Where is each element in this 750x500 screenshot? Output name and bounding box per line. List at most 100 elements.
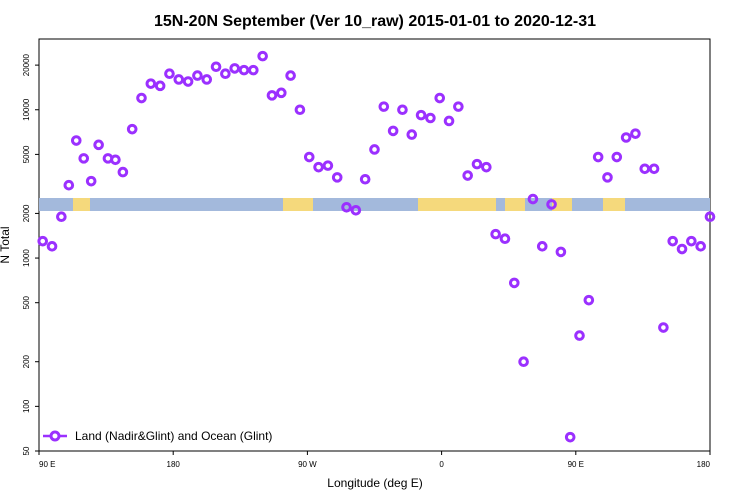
data-point [667, 235, 679, 247]
data-point [359, 173, 371, 185]
data-point [378, 101, 390, 112]
data-point [220, 68, 231, 80]
data-point [518, 356, 529, 368]
data-point [686, 235, 697, 247]
data-point [508, 277, 520, 289]
data-point [294, 104, 306, 116]
legend-swatch-marker [49, 430, 61, 442]
data-point [453, 101, 464, 112]
land-segment [73, 198, 90, 211]
data-point [37, 235, 49, 247]
data-point [592, 151, 604, 163]
data-point [611, 151, 623, 163]
y-tick-label: 5000 [22, 145, 31, 163]
data-point [173, 74, 185, 85]
land-segment [603, 198, 625, 211]
data-point [182, 76, 194, 87]
data-point [602, 172, 613, 183]
land-mask-band [39, 198, 710, 211]
data-point [229, 63, 241, 74]
data-point [425, 112, 436, 124]
y-tick-label: 20000 [22, 53, 31, 76]
y-tick-label: 1000 [22, 249, 31, 267]
data-point [462, 170, 473, 181]
data-point [85, 175, 97, 187]
data-point [331, 172, 343, 183]
legend-label: Land (Nadir&Glint) and Ocean (Glint) [75, 429, 272, 443]
data-point [56, 211, 67, 223]
x-axis-label: Longitude (deg E) [327, 476, 422, 490]
ocean-band [39, 198, 710, 211]
data-point [93, 139, 104, 151]
x-tick-label: 90 W [298, 460, 317, 469]
data-point [322, 160, 334, 171]
data-point [210, 61, 222, 73]
data-point [499, 233, 511, 245]
y-tick-label: 50 [22, 446, 31, 455]
data-point [126, 123, 138, 135]
data-point [145, 78, 157, 89]
data-point [78, 153, 90, 164]
x-tick-label: 180 [167, 460, 181, 469]
data-point [303, 151, 315, 163]
data-point [276, 87, 287, 99]
x-tick-label: 90 E [568, 460, 584, 469]
legend: Land (Nadir&Glint) and Ocean (Glint) [43, 429, 272, 443]
data-point [136, 92, 147, 104]
data-point [415, 109, 427, 121]
data-point [630, 128, 641, 139]
y-tick-label: 200 [22, 354, 31, 368]
land-segment [418, 198, 496, 211]
data-point [648, 163, 660, 175]
data-point [639, 163, 651, 175]
data-point [192, 70, 203, 81]
y-axis-ticks: 50 100 200 500 1000 2000 5000 10000 20000 [22, 53, 39, 455]
x-tick-label: 180 [697, 460, 711, 469]
data-point [434, 92, 446, 104]
data-point [266, 90, 278, 101]
data-point [583, 294, 595, 306]
data-point [555, 246, 567, 258]
chart-title: 15N-20N September (Ver 10_raw) 2015-01-0… [154, 13, 596, 30]
data-point [406, 129, 418, 140]
data-point [397, 104, 408, 116]
data-point [471, 158, 483, 170]
data-point [350, 204, 362, 216]
data-point [574, 330, 585, 341]
land-segment [283, 198, 313, 211]
data-point [257, 50, 268, 62]
y-axis-label: N Total [0, 226, 12, 263]
data-point [443, 115, 455, 127]
land-segment [552, 198, 572, 211]
x-tick-label: 90 E [39, 460, 55, 469]
data-point [110, 154, 121, 166]
data-point [154, 80, 166, 92]
data-point [704, 211, 716, 223]
data-point [369, 144, 380, 155]
data-points [37, 50, 716, 443]
land-segment [505, 198, 525, 211]
data-point [695, 241, 706, 252]
data-point [164, 68, 175, 80]
plot-area [38, 38, 711, 452]
data-point [313, 161, 324, 173]
data-point [117, 166, 129, 178]
y-tick-label: 10000 [22, 98, 31, 121]
data-point [248, 64, 259, 76]
data-point [546, 199, 557, 210]
data-point [341, 201, 352, 213]
data-point [201, 74, 213, 85]
data-point [481, 161, 492, 173]
data-point [658, 322, 669, 333]
data-point [46, 241, 58, 252]
y-tick-label: 100 [22, 399, 31, 413]
data-point [564, 431, 576, 443]
y-tick-label: 500 [22, 295, 31, 309]
data-point [285, 70, 296, 81]
data-point [536, 241, 548, 252]
data-point [63, 179, 75, 191]
data-point [387, 125, 399, 137]
x-axis-ticks: 90 E 180 90 W 0 90 E 180 [38, 451, 711, 469]
data-point [676, 243, 688, 255]
